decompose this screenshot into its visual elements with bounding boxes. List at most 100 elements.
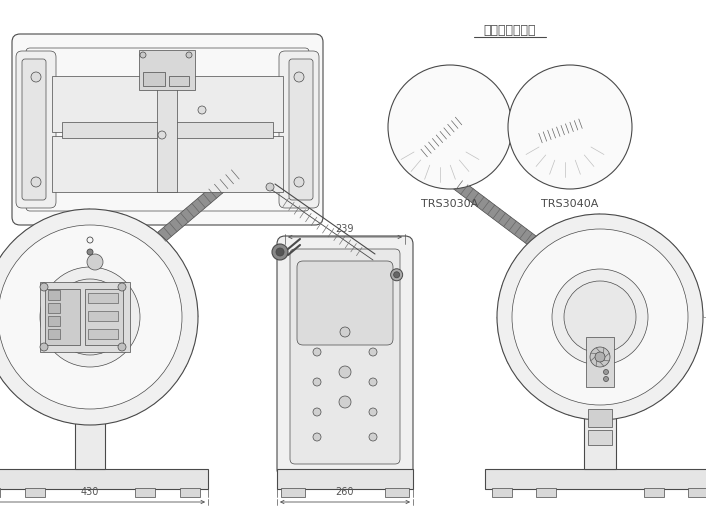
Bar — [281, 488, 305, 497]
Circle shape — [118, 343, 126, 351]
Polygon shape — [441, 170, 542, 250]
FancyBboxPatch shape — [297, 261, 393, 345]
Circle shape — [272, 244, 288, 260]
Bar — [688, 488, 706, 497]
Polygon shape — [177, 332, 197, 350]
Bar — [492, 488, 512, 497]
Polygon shape — [56, 405, 76, 424]
Ellipse shape — [431, 164, 440, 172]
Ellipse shape — [469, 105, 476, 112]
Circle shape — [0, 209, 198, 425]
Bar — [586, 337, 614, 387]
Text: 239: 239 — [336, 224, 354, 234]
Polygon shape — [671, 357, 692, 378]
Circle shape — [604, 377, 609, 381]
Bar — [88, 293, 118, 303]
Ellipse shape — [376, 260, 395, 274]
Bar — [40, 282, 130, 352]
Text: 260: 260 — [336, 487, 354, 497]
Circle shape — [158, 131, 166, 139]
Bar — [48, 329, 60, 339]
Ellipse shape — [251, 147, 267, 161]
Bar — [88, 329, 118, 339]
Polygon shape — [537, 116, 590, 143]
Bar — [52, 136, 283, 192]
Circle shape — [369, 378, 377, 386]
Bar — [48, 290, 60, 300]
Ellipse shape — [255, 150, 263, 158]
Circle shape — [313, 408, 321, 416]
Circle shape — [590, 347, 610, 367]
Bar — [52, 76, 283, 132]
Circle shape — [31, 177, 41, 187]
Circle shape — [276, 248, 284, 256]
Polygon shape — [0, 283, 3, 303]
Bar — [135, 488, 155, 497]
Polygon shape — [627, 395, 647, 415]
Circle shape — [339, 366, 351, 378]
Ellipse shape — [590, 112, 605, 123]
Circle shape — [512, 229, 688, 405]
Polygon shape — [640, 225, 661, 246]
Circle shape — [294, 177, 304, 187]
Polygon shape — [678, 270, 698, 290]
Text: TRS3030A: TRS3030A — [421, 199, 479, 209]
Circle shape — [186, 52, 192, 58]
Bar — [62, 122, 273, 137]
Circle shape — [340, 327, 350, 337]
FancyBboxPatch shape — [277, 236, 413, 477]
Bar — [536, 488, 556, 497]
Circle shape — [339, 396, 351, 408]
FancyBboxPatch shape — [279, 51, 319, 208]
Polygon shape — [584, 214, 600, 230]
Ellipse shape — [428, 161, 443, 175]
Polygon shape — [3, 371, 25, 393]
Circle shape — [313, 378, 321, 386]
Bar — [75, 249, 105, 469]
Circle shape — [595, 352, 605, 362]
Polygon shape — [132, 221, 153, 242]
Polygon shape — [27, 391, 48, 413]
FancyBboxPatch shape — [16, 51, 56, 208]
Circle shape — [390, 269, 402, 281]
Circle shape — [266, 183, 274, 191]
Polygon shape — [172, 268, 193, 288]
Circle shape — [497, 214, 703, 420]
Circle shape — [394, 272, 400, 278]
Circle shape — [87, 249, 93, 255]
Bar — [0, 469, 208, 489]
Circle shape — [140, 52, 146, 58]
Polygon shape — [498, 285, 516, 303]
Circle shape — [52, 279, 128, 355]
Polygon shape — [497, 317, 513, 333]
Bar — [584, 249, 616, 469]
FancyBboxPatch shape — [290, 249, 400, 464]
Circle shape — [40, 283, 48, 291]
Bar — [588, 430, 612, 445]
Circle shape — [0, 225, 182, 409]
Ellipse shape — [149, 76, 159, 83]
Polygon shape — [662, 244, 683, 265]
Ellipse shape — [467, 103, 479, 114]
Circle shape — [313, 433, 321, 441]
Polygon shape — [687, 301, 703, 317]
Circle shape — [369, 408, 377, 416]
Bar — [277, 469, 413, 489]
Bar — [48, 316, 60, 326]
Polygon shape — [568, 401, 586, 419]
Text: TRS3040A: TRS3040A — [542, 199, 599, 209]
Polygon shape — [683, 331, 702, 349]
Polygon shape — [41, 214, 61, 235]
Bar — [169, 76, 189, 86]
Polygon shape — [554, 219, 573, 239]
Polygon shape — [600, 404, 616, 420]
Bar — [25, 488, 45, 497]
Polygon shape — [614, 215, 632, 233]
Polygon shape — [539, 388, 560, 409]
Bar — [157, 67, 177, 192]
Polygon shape — [508, 257, 529, 277]
Circle shape — [294, 72, 304, 82]
Text: 430: 430 — [80, 487, 99, 497]
Circle shape — [388, 65, 512, 189]
FancyBboxPatch shape — [289, 59, 313, 200]
